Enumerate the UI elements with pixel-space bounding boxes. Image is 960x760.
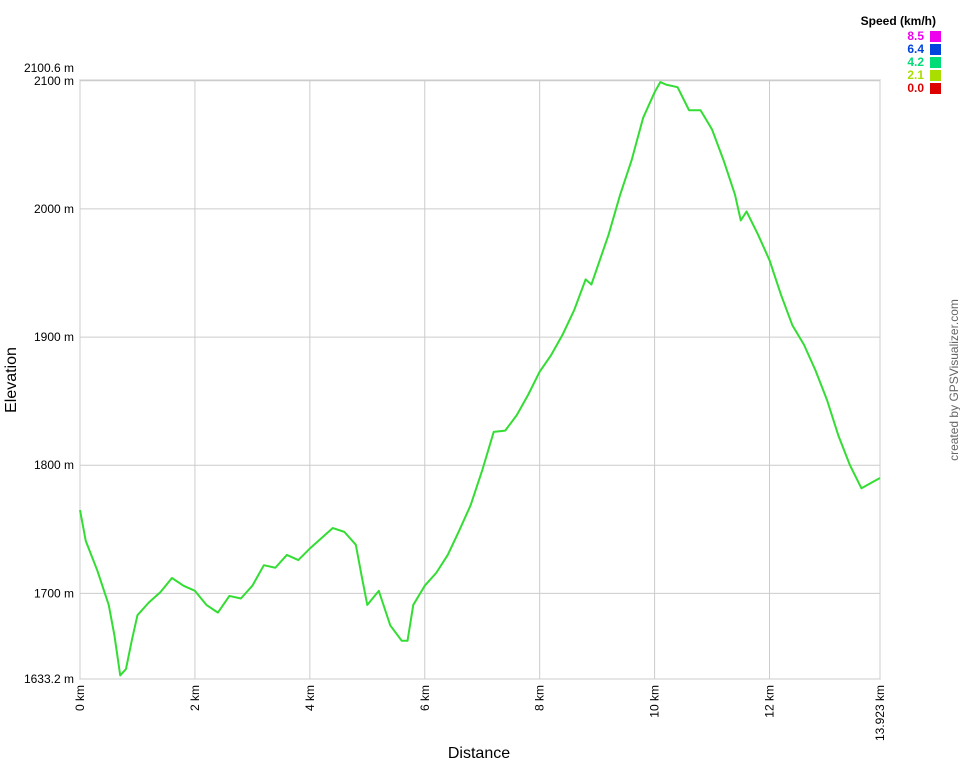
legend-label: 2.1 <box>907 68 924 82</box>
y-tick-label: 1900 m <box>34 330 74 344</box>
legend-swatch <box>930 57 941 68</box>
x-tick-label: 6 km <box>418 685 432 711</box>
legend-swatch <box>930 83 941 94</box>
legend-swatch <box>930 31 941 42</box>
x-tick-label: 12 km <box>763 685 777 718</box>
x-tick-label: 13.923 km <box>873 685 887 741</box>
x-tick-label: 2 km <box>188 685 202 711</box>
legend-label: 6.4 <box>907 42 924 56</box>
x-tick-label: 8 km <box>533 685 547 711</box>
y-tick-label: 2000 m <box>34 202 74 216</box>
legend-swatch <box>930 44 941 55</box>
legend-label: 4.2 <box>907 55 924 69</box>
legend-label: 0.0 <box>907 81 924 95</box>
x-tick-label: 4 km <box>303 685 317 711</box>
x-tick-label: 0 km <box>73 685 87 711</box>
x-tick-label: 10 km <box>648 685 662 718</box>
y-tick-label: 2100.6 m <box>24 61 74 75</box>
y-tick-label: 2100 m <box>34 74 74 88</box>
credit: created by GPSVisualizer.com <box>947 299 960 461</box>
y-tick-label: 1633.2 m <box>24 672 74 686</box>
legend-title: Speed (km/h) <box>861 14 936 28</box>
y-tick-label: 1800 m <box>34 458 74 472</box>
elevation-line <box>79 81 881 677</box>
legend-label: 8.5 <box>907 29 924 43</box>
x-axis-title: Distance <box>448 745 510 760</box>
y-tick-label: 1700 m <box>34 586 74 600</box>
legend-swatch <box>930 70 941 81</box>
plot-area <box>79 79 881 680</box>
y-axis-title: Elevation <box>3 347 20 413</box>
